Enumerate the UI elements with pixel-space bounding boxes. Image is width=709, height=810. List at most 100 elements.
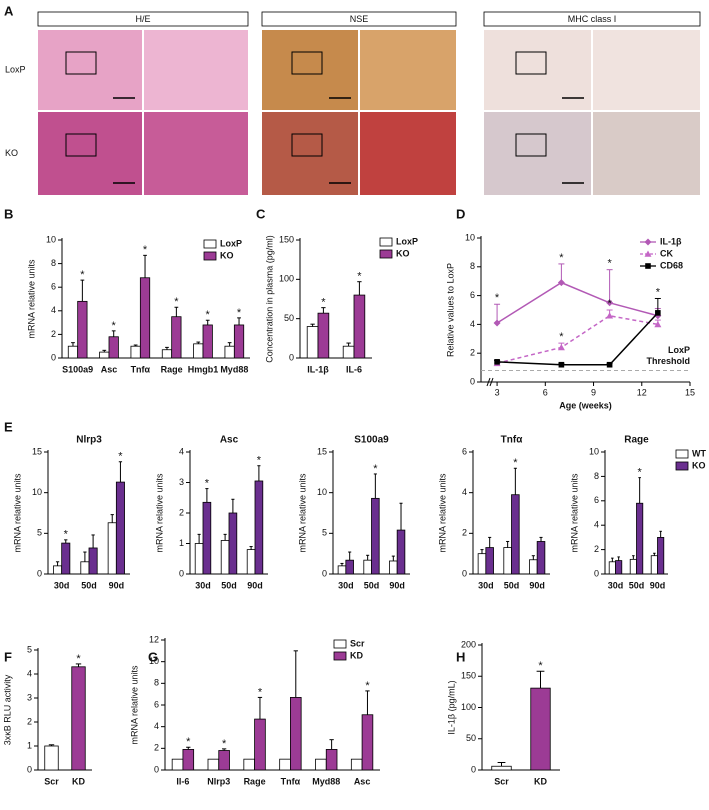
x-tick-label: Tnfα: [281, 776, 301, 786]
y-axis-label: mRNA relative units: [297, 473, 307, 553]
panel-label: B: [4, 206, 13, 221]
y-tick-label: 150: [461, 671, 476, 681]
y-tick-label: 15: [317, 446, 327, 456]
bar: [61, 542, 71, 575]
bar: [207, 758, 220, 771]
bar: [477, 553, 487, 575]
legend-label: KO: [692, 460, 706, 470]
x-tick-label: 30d: [195, 580, 211, 590]
y-tick-label: 15: [32, 446, 42, 456]
zoom-box: [515, 51, 547, 75]
significance-label: *: [373, 463, 378, 475]
series-line: [496, 314, 658, 365]
marker: [655, 310, 661, 316]
legend-swatch: [203, 251, 217, 261]
bar: [243, 758, 255, 771]
micrograph-zoom: [144, 112, 248, 195]
column-header: MHC class I: [568, 14, 617, 24]
bar: [629, 558, 637, 575]
micrograph-zoom: [593, 112, 700, 195]
significance-label: *: [206, 309, 211, 321]
significance-label: *: [638, 467, 643, 479]
bar: [342, 345, 355, 359]
bar: [529, 559, 538, 575]
bar: [306, 326, 319, 359]
bar: [363, 559, 372, 575]
panel-label: H: [456, 649, 465, 664]
legend-label: KO: [396, 248, 410, 258]
bar: [233, 324, 245, 359]
panel-label: E: [4, 419, 13, 434]
x-tick-label: 90d: [247, 580, 263, 590]
y-tick-label: 0: [594, 568, 599, 578]
significance-label: *: [64, 529, 69, 541]
y-tick-label: 0: [27, 764, 32, 774]
y-tick-label: 5: [322, 528, 327, 538]
legend-label: KO: [220, 250, 234, 260]
x-tick-label: Rage: [161, 364, 183, 374]
legend-swatch: [379, 249, 393, 259]
marker: [557, 343, 565, 351]
y-tick-label: 10: [465, 232, 475, 242]
legend-swatch: [203, 239, 217, 249]
marker: [654, 320, 662, 328]
marker: [606, 312, 614, 319]
bar: [53, 565, 63, 575]
axis-break: [486, 377, 494, 387]
legend-swatch: [379, 237, 393, 247]
x-tick-label: Tnfα: [131, 364, 151, 374]
bar: [636, 502, 644, 575]
x-tick-label: Hmgb1: [188, 364, 219, 374]
marker: [493, 319, 501, 327]
series-line: [497, 312, 659, 366]
y-tick-label: 6: [154, 699, 159, 709]
zoom-box: [515, 133, 547, 157]
y-tick-label: 8: [594, 471, 599, 481]
y-tick-label: 8: [470, 261, 475, 271]
row-label: KO: [5, 148, 18, 158]
y-tick-label: 10: [32, 487, 42, 497]
y-tick-label: 0: [179, 568, 184, 578]
bar: [279, 758, 291, 771]
bar: [80, 561, 90, 575]
x-tick-label: IL-1β: [307, 364, 329, 374]
significance-label: *: [365, 680, 370, 692]
x-tick-label: 30d: [54, 580, 70, 590]
zoom-box: [65, 133, 97, 157]
bar: [536, 541, 546, 575]
legend-label: WT: [692, 448, 706, 458]
bar: [108, 336, 119, 359]
y-tick-label: 0: [289, 352, 294, 362]
bar: [396, 529, 406, 575]
column-header-box: [483, 11, 701, 27]
zoom-box: [291, 51, 323, 75]
zoom-box: [65, 51, 97, 75]
y-tick-label: 6: [470, 290, 475, 300]
bar: [608, 561, 616, 575]
bar: [44, 745, 59, 771]
y-tick-label: 2: [179, 507, 184, 517]
y-tick-label: 1: [179, 538, 184, 548]
marker: [558, 361, 565, 368]
bar: [325, 749, 338, 771]
bar: [530, 687, 551, 771]
panel-label: A: [4, 3, 14, 18]
legend-label: KD: [350, 650, 363, 660]
significance-label: *: [118, 451, 123, 463]
x-tick-label: Myd88: [220, 364, 248, 374]
x-tick-label: 50d: [504, 580, 520, 590]
marker: [606, 299, 614, 307]
zoom-box: [291, 133, 323, 157]
y-tick-label: 4: [51, 305, 56, 315]
bar: [161, 349, 173, 359]
y-tick-label: 0: [51, 352, 56, 362]
micrograph-zoom: [593, 30, 700, 110]
y-axis-label: mRNA relative units: [437, 473, 447, 553]
bar: [317, 312, 330, 359]
y-tick-label: 4: [27, 668, 32, 678]
bar: [485, 547, 494, 575]
y-tick-label: 10: [589, 446, 599, 456]
bar: [353, 294, 366, 359]
x-tick-label: KD: [534, 776, 547, 786]
x-tick-label: 6: [543, 387, 548, 397]
